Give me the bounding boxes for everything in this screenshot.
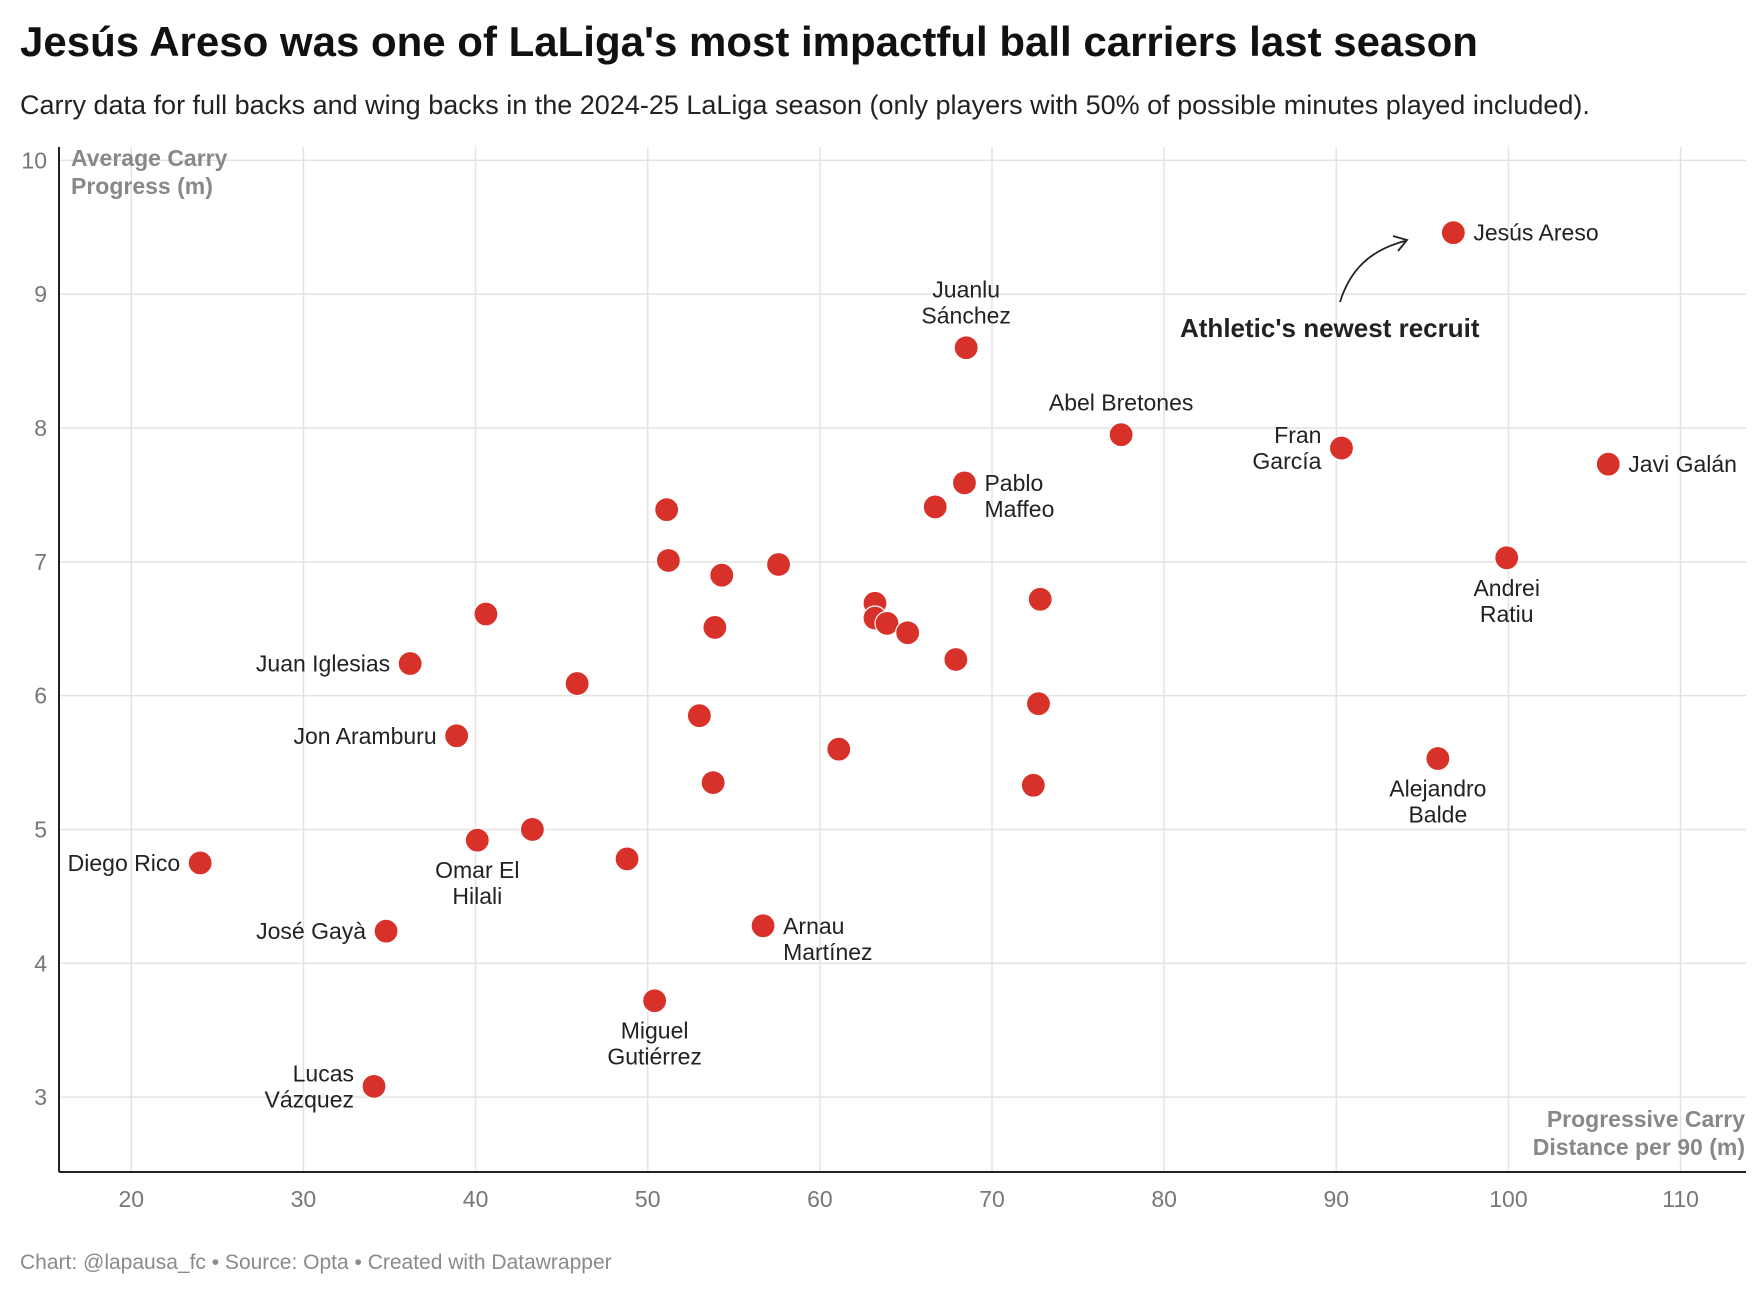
- point-label: Lucas: [293, 1060, 354, 1086]
- data-point[interactable]: [895, 620, 921, 646]
- x-tick-label: 70: [979, 1186, 1005, 1212]
- data-point[interactable]: [1108, 422, 1134, 448]
- point-label: Alejandro: [1389, 776, 1486, 802]
- point-label: Arnau: [783, 913, 844, 939]
- data-point[interactable]: [953, 335, 979, 361]
- data-point[interactable]: [951, 470, 978, 496]
- point-label: Andrei: [1473, 575, 1539, 601]
- x-axis-title-line-1: Progressive Carry: [1547, 1106, 1745, 1132]
- data-point[interactable]: [826, 736, 852, 762]
- point-label: Balde: [1408, 802, 1467, 828]
- x-tick-labels: 20 30 40 50 60 70 80 90 100 110: [119, 1186, 1699, 1212]
- axis-titles: Average Carry Progress (m) Progressive C…: [71, 145, 1745, 1160]
- annotation-arrowhead: [1392, 235, 1409, 252]
- y-tick-label: 6: [34, 683, 47, 709]
- point-label: Miguel: [621, 1018, 689, 1044]
- axes: [58, 147, 1746, 1173]
- point-label: García: [1252, 448, 1321, 474]
- data-point[interactable]: [473, 601, 499, 627]
- data-point[interactable]: [1595, 451, 1621, 477]
- data-point[interactable]: [614, 846, 640, 872]
- data-point[interactable]: [361, 1073, 387, 1099]
- annotation: Athletic's newest recruit: [1180, 235, 1480, 343]
- data-point[interactable]: [373, 918, 399, 944]
- data-point[interactable]: [874, 610, 900, 636]
- point-label: Pablo: [984, 470, 1043, 496]
- x-tick-label: 50: [635, 1186, 661, 1212]
- y-tick-label: 4: [34, 950, 47, 976]
- chart-subtitle: Carry data for full backs and wing backs…: [20, 90, 1590, 120]
- point-label: Diego Rico: [68, 850, 181, 876]
- y-axis-title-line-1: Average Carry: [71, 145, 228, 171]
- x-tick-label: 100: [1489, 1186, 1527, 1212]
- point-label: Juan Iglesias: [256, 651, 390, 677]
- data-point[interactable]: [655, 547, 681, 574]
- point-label: Abel Bretones: [1049, 390, 1193, 416]
- data-point[interactable]: [922, 494, 948, 520]
- data-point[interactable]: [700, 770, 726, 796]
- y-axis-title-line-2: Progress (m): [71, 173, 213, 199]
- point-label: Sánchez: [921, 303, 1011, 329]
- x-tick-label: 110: [1662, 1186, 1699, 1212]
- point-label: Fran: [1274, 422, 1321, 448]
- point-label: Javi Galán: [1628, 451, 1737, 477]
- data-point[interactable]: [519, 816, 545, 843]
- data-point[interactable]: [750, 913, 776, 939]
- annotation-text: Athletic's newest recruit: [1180, 313, 1480, 343]
- y-tick-label: 5: [34, 816, 47, 842]
- data-point[interactable]: [702, 614, 728, 640]
- point-label: Maffeo: [984, 496, 1054, 522]
- data-point[interactable]: [709, 562, 735, 588]
- data-point[interactable]: [397, 650, 423, 677]
- x-tick-label: 80: [1151, 1186, 1177, 1212]
- data-point[interactable]: [642, 988, 668, 1014]
- point-label: Vázquez: [265, 1086, 355, 1112]
- y-tick-label: 3: [34, 1084, 47, 1110]
- point-label: Gutiérrez: [607, 1044, 702, 1070]
- point-label: Jesús Areso: [1473, 220, 1598, 246]
- x-tick-label: 20: [119, 1186, 145, 1212]
- point-label: Jon Aramburu: [293, 723, 436, 749]
- data-points: [187, 220, 1621, 1099]
- data-point[interactable]: [1328, 435, 1355, 461]
- data-point[interactable]: [943, 646, 969, 673]
- data-point[interactable]: [187, 850, 213, 876]
- data-point[interactable]: [1020, 772, 1046, 798]
- point-label: Hilali: [452, 883, 502, 909]
- data-point[interactable]: [1494, 545, 1520, 571]
- data-point[interactable]: [444, 723, 470, 749]
- x-tick-label: 90: [1324, 1186, 1350, 1212]
- data-point[interactable]: [686, 703, 712, 729]
- data-point[interactable]: [1425, 745, 1451, 772]
- y-tick-label: 10: [21, 147, 47, 173]
- data-point[interactable]: [564, 670, 590, 697]
- point-label: José Gayà: [256, 918, 366, 944]
- data-point[interactable]: [765, 551, 792, 578]
- point-label: Omar El: [435, 857, 519, 883]
- data-point[interactable]: [464, 827, 490, 853]
- data-point[interactable]: [1027, 586, 1053, 612]
- point-label: Martínez: [783, 939, 872, 965]
- y-tick-labels: 3 4 5 6 7 8 9 10: [21, 147, 47, 1110]
- data-point[interactable]: [654, 497, 680, 523]
- x-tick-label: 40: [463, 1186, 489, 1212]
- y-tick-label: 7: [34, 549, 47, 575]
- chart-title: Jesús Areso was one of LaLiga's most imp…: [20, 18, 1478, 65]
- data-point[interactable]: [1025, 691, 1052, 717]
- y-tick-label: 8: [34, 415, 47, 441]
- point-label: Juanlu: [932, 277, 1000, 303]
- point-label: Ratiu: [1480, 601, 1534, 627]
- gridlines: [59, 147, 1746, 1172]
- x-tick-label: 30: [291, 1186, 317, 1212]
- x-axis-title-line-2: Distance per 90 (m): [1533, 1134, 1745, 1160]
- y-tick-label: 9: [34, 281, 47, 307]
- x-tick-label: 60: [807, 1186, 833, 1212]
- data-point[interactable]: [1440, 220, 1466, 246]
- annotation-arrow: [1339, 240, 1406, 303]
- footer-credit: Chart: @lapausa_fc • Source: Opta • Crea…: [20, 1251, 612, 1274]
